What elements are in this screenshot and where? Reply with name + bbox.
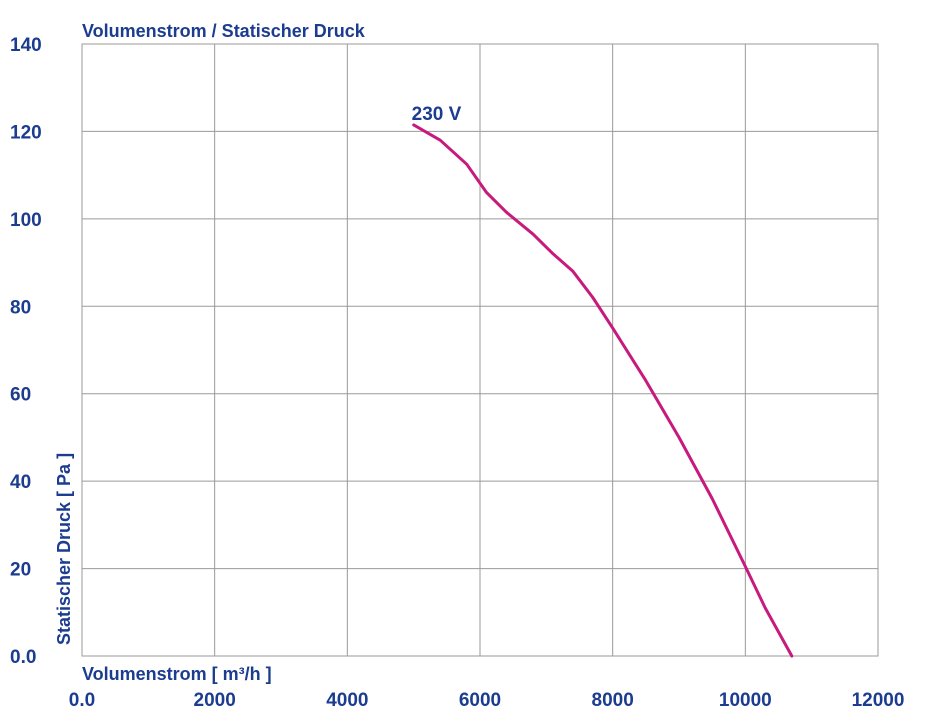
series-line xyxy=(412,123,794,658)
y-tick-label: 140 xyxy=(10,35,42,56)
y-tick-label: 60 xyxy=(10,385,31,406)
series-label: 230 V xyxy=(412,104,462,125)
y-tick-labels: 0.0 20 40 60 80 100 120 140 xyxy=(10,35,42,668)
y-tick-label: 100 xyxy=(10,210,42,231)
curves xyxy=(412,123,794,658)
y-tick-label: 0.0 xyxy=(10,647,36,668)
x-tick-label: 2000 xyxy=(194,690,236,711)
x-axis-label: Volumenstrom [ m³/h ] xyxy=(82,664,272,684)
x-tick-label: 0.0 xyxy=(69,690,95,711)
y-axis-label: Statischer Druck [ Pa ] xyxy=(54,453,74,645)
x-tick-label: 10000 xyxy=(719,690,772,711)
plot-frame xyxy=(81,43,879,657)
x-tick-labels: 0.0 2000 4000 6000 8000 10000 12000 xyxy=(69,690,905,711)
x-tick-label: 6000 xyxy=(459,690,501,711)
grid xyxy=(82,44,878,656)
x-tick-label: 8000 xyxy=(592,690,634,711)
chart-title: Volumenstrom / Statischer Druck xyxy=(82,21,366,41)
series-labels: 230 V xyxy=(412,104,462,125)
y-tick-label: 80 xyxy=(10,297,31,318)
y-tick-label: 20 xyxy=(10,560,31,581)
x-tick-label: 12000 xyxy=(852,690,905,711)
y-tick-label: 40 xyxy=(10,472,31,493)
y-tick-label: 120 xyxy=(10,122,42,143)
x-tick-label: 4000 xyxy=(326,690,368,711)
